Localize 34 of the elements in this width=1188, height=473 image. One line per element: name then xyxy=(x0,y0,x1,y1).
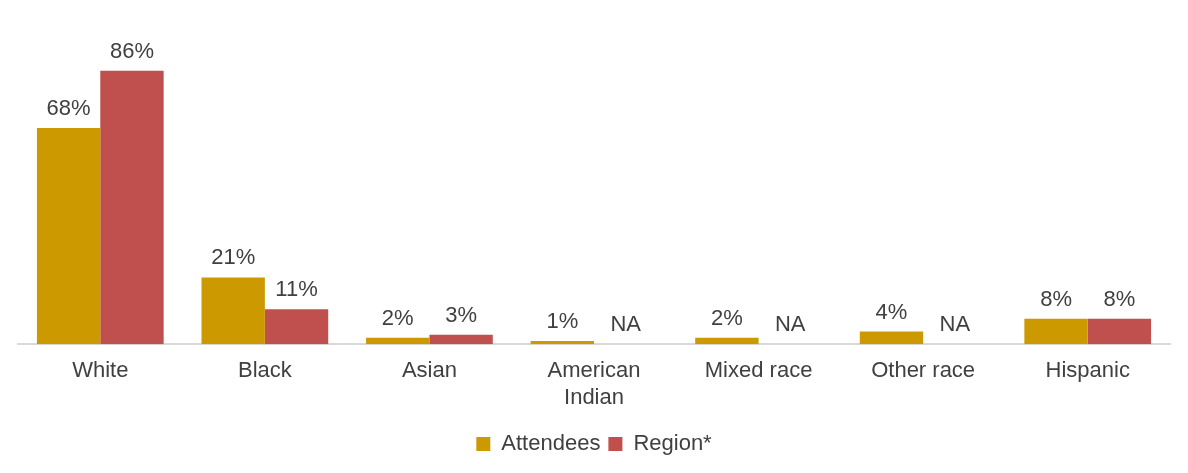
data-label: 11% xyxy=(275,276,318,302)
bar xyxy=(201,277,265,345)
bar xyxy=(530,341,594,345)
data-label: 3% xyxy=(445,301,478,327)
bar xyxy=(366,337,430,345)
bar xyxy=(695,337,759,345)
data-label: 8% xyxy=(1103,285,1136,311)
text: NA xyxy=(774,311,806,337)
data-label: 2% xyxy=(381,304,414,330)
x-tick-label: Asian xyxy=(401,357,457,383)
data-label: 86% xyxy=(109,37,154,63)
bar xyxy=(859,331,924,345)
bar xyxy=(1087,318,1152,345)
x-tick-label: Black xyxy=(237,357,293,383)
legend-label: Attendees xyxy=(501,430,601,456)
x-tick-label: Mixed race xyxy=(704,357,813,383)
legend-label: Region* xyxy=(633,430,713,456)
data-label: 2% xyxy=(710,304,743,330)
text: NA xyxy=(610,311,641,337)
data-label: 68% xyxy=(46,95,91,121)
x-tick-label: American Indian xyxy=(547,357,641,409)
x-tick-label: Hispanic xyxy=(1045,357,1130,383)
bar xyxy=(36,127,101,345)
bar xyxy=(100,70,164,345)
x-tick-label: White xyxy=(72,357,129,383)
bar xyxy=(264,309,329,345)
bar xyxy=(429,334,493,345)
data-label: 4% xyxy=(875,298,908,324)
bar xyxy=(1024,318,1088,345)
data-label: 21% xyxy=(211,244,256,270)
text: NA xyxy=(939,311,971,337)
data-label: 8% xyxy=(1040,285,1072,311)
data-label: 1% xyxy=(546,308,579,334)
x-tick-label: Other race xyxy=(871,357,976,383)
